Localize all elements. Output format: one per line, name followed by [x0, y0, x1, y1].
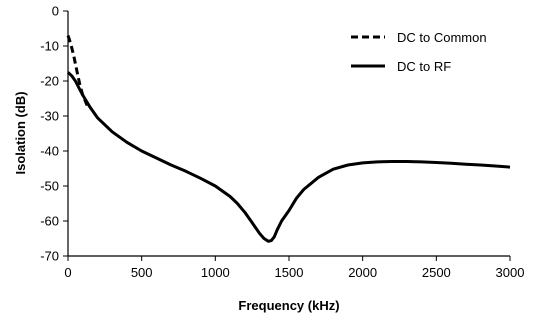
x-tick-label: 500 [131, 265, 153, 280]
y-tick-label: -10 [40, 39, 59, 54]
y-tick-label: -60 [40, 214, 59, 229]
legend-label-dc-to-common: DC to Common [397, 30, 487, 45]
x-tick-label: 2500 [422, 265, 451, 280]
x-tick-label: 2000 [348, 265, 377, 280]
plot-axes [67, 11, 510, 257]
legend: DC to Common DC to RF [351, 30, 487, 74]
y-tick-label: -50 [40, 179, 59, 194]
y-tick-label: -30 [40, 109, 59, 124]
x-tick-label: 1500 [275, 265, 304, 280]
y-tick-label: 0 [52, 4, 59, 19]
series-layer [66, 35, 511, 243]
y-axis-ticks: 0 -10 -20 -30 -40 -50 -60 -70 [40, 4, 68, 264]
y-tick-label: -40 [40, 144, 59, 159]
x-tick-label: 3000 [496, 265, 525, 280]
y-axis-title: Isolation (dB) [13, 91, 28, 174]
y-tick-label: -70 [40, 249, 59, 264]
x-axis-title: Frequency (kHz) [238, 298, 339, 313]
x-tick-label: 0 [64, 265, 71, 280]
legend-label-dc-to-rf: DC to RF [397, 59, 451, 74]
x-axis-ticks: 0 500 1000 1500 2000 2500 3000 [64, 256, 524, 280]
x-tick-label: 1000 [201, 265, 230, 280]
y-tick-label: -20 [40, 74, 59, 89]
series-line-dc-to-rf [66, 71, 511, 243]
